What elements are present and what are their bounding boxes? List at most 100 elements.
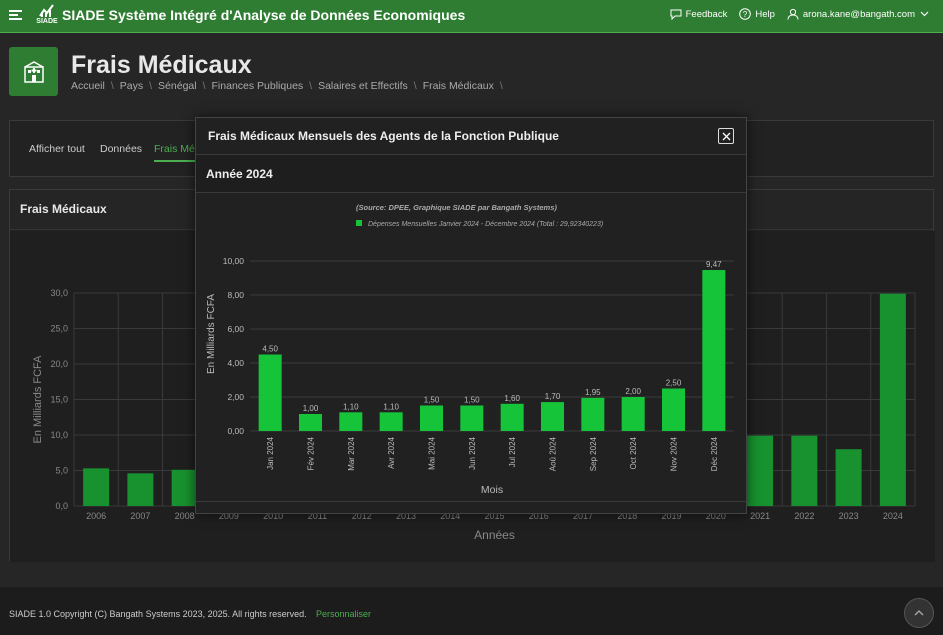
annual-bar xyxy=(835,449,862,506)
x-tick-label: 2012 xyxy=(352,511,372,521)
feedback-icon xyxy=(670,9,682,20)
monthly-bar xyxy=(662,388,685,431)
feedback-button[interactable]: Feedback xyxy=(670,8,728,20)
monthly-bar xyxy=(420,405,443,431)
modal-subtitle: Année 2024 xyxy=(206,167,273,181)
annual-bar xyxy=(83,468,110,506)
x-tick-label: 2021 xyxy=(750,511,770,521)
chart-source: (Source: DPEE, Graphique SIADE par Banga… xyxy=(356,203,557,212)
x-tick-label: Mai 2024 xyxy=(428,436,437,469)
monthly-bar xyxy=(581,397,605,431)
bar-value-label: 1,60 xyxy=(504,394,520,403)
breadcrumb-item-finances[interactable]: Finances Publiques xyxy=(211,80,304,92)
bar-value-label: 1,50 xyxy=(424,396,440,405)
x-tick-label: 2019 xyxy=(662,511,682,521)
modal-subheader: Année 2024 xyxy=(196,155,746,193)
scroll-top-button[interactable] xyxy=(904,598,934,628)
y-tick-label: 2,00 xyxy=(227,392,244,402)
monthly-bar xyxy=(621,397,645,431)
logo[interactable]: SIADE xyxy=(35,3,59,29)
logo-text: SIADE xyxy=(36,18,58,25)
user-email: arona.kane@bangath.com xyxy=(802,8,915,20)
breadcrumb-separator: \ xyxy=(149,80,153,92)
y-tick-label: 30,0 xyxy=(50,288,68,298)
x-tick-label: 2014 xyxy=(440,511,460,521)
x-tick-label: Avr 2024 xyxy=(387,436,396,468)
x-tick-label: Aoû 2024 xyxy=(549,436,558,471)
monthly-bar xyxy=(299,414,322,431)
annual-bar xyxy=(747,435,774,506)
x-tick-label: 2022 xyxy=(794,511,814,521)
y-tick-label: 6,00 xyxy=(227,324,244,334)
x-tick-label: Déc 2024 xyxy=(710,436,719,471)
page-title: Frais Médicaux xyxy=(71,51,252,79)
footer-copyright: SIADE 1.0 Copyright (C) Bangath Systems … xyxy=(9,609,307,619)
svg-text:?: ? xyxy=(743,10,748,19)
y-tick-label: 0,00 xyxy=(227,426,244,436)
x-tick-label: 2016 xyxy=(529,511,549,521)
chevron-down-icon xyxy=(920,11,929,17)
x-tick-label: 2024 xyxy=(883,511,903,521)
modal-title: Frais Médicaux Mensuels des Agents de la… xyxy=(208,129,559,143)
x-tick-label: 2010 xyxy=(263,511,283,521)
user-icon xyxy=(787,8,799,20)
x-tick-label: Oct 2024 xyxy=(629,436,638,469)
chevron-up-icon xyxy=(914,610,924,616)
breadcrumb-separator: \ xyxy=(413,80,417,92)
x-tick-label: Fév 2024 xyxy=(307,436,316,470)
x-tick-label: 2007 xyxy=(130,511,150,521)
breadcrumb: Accueil \ Pays \ Sénégal \ Finances Publiqu… xyxy=(71,80,509,92)
close-icon xyxy=(722,132,730,140)
y-tick-label: 10,0 xyxy=(50,430,68,440)
chart-legend: Dépenses Mensuelles Janvier 2024 - Décem… xyxy=(368,221,603,228)
annual-bar xyxy=(127,473,154,506)
y-tick-label: 8,00 xyxy=(227,290,244,300)
x-axis-label: Années xyxy=(474,528,515,542)
x-tick-label: Mar 2024 xyxy=(347,436,356,470)
monthly-bar xyxy=(702,270,726,431)
breadcrumb-item-pays[interactable]: Pays xyxy=(119,80,144,92)
breadcrumb-item-salaires[interactable]: Salaires et Effectifs xyxy=(318,80,408,92)
x-tick-label: 2023 xyxy=(839,511,859,521)
help-label: Help xyxy=(755,8,775,20)
monthly-bar xyxy=(541,402,564,431)
top-bar: SIADE SIADE Système Intégré d'Analyse de… xyxy=(0,0,943,33)
menu-icon[interactable] xyxy=(9,10,22,21)
bar-value-label: 2,00 xyxy=(625,387,641,396)
bar-value-label: 1,70 xyxy=(545,392,561,401)
x-tick-label: 2008 xyxy=(175,511,195,521)
modal-header: Frais Médicaux Mensuels des Agents de la… xyxy=(196,118,746,155)
x-tick-label: Jul 2024 xyxy=(508,436,517,467)
help-button[interactable]: ? Help xyxy=(739,8,775,20)
monthly-bar xyxy=(500,403,524,431)
customize-link[interactable]: Personnaliser xyxy=(316,609,372,619)
y-axis-label: En Milliards FCFA xyxy=(32,355,44,444)
tab-afficher-tout[interactable]: Afficher tout xyxy=(29,143,85,155)
footer: SIADE 1.0 Copyright (C) Bangath Systems … xyxy=(0,587,943,635)
tab-frais-medicaux[interactable]: Frais Mé xyxy=(154,143,195,162)
monthly-bar xyxy=(339,412,363,431)
x-axis-label: Mois xyxy=(481,484,503,496)
x-tick-label: 2013 xyxy=(396,511,416,521)
app-title: SIADE Système Intégré d'Analyse de Donné… xyxy=(62,7,466,23)
tab-donnees[interactable]: Données xyxy=(100,143,143,155)
monthly-bar xyxy=(379,412,403,431)
modal-divider xyxy=(196,501,746,502)
y-tick-label: 5,0 xyxy=(55,466,68,476)
x-tick-label: 2018 xyxy=(617,511,637,521)
breadcrumb-item-frais[interactable]: Frais Médicaux xyxy=(422,80,494,92)
bar-value-label: 1,00 xyxy=(303,404,319,413)
y-tick-label: 15,0 xyxy=(50,395,68,405)
x-tick-label: Sep 2024 xyxy=(589,436,598,471)
breadcrumb-item-senegal[interactable]: Sénégal xyxy=(158,80,197,92)
bar-value-label: 9,47 xyxy=(706,260,722,269)
y-tick-label: 20,0 xyxy=(50,359,68,369)
annual-bar xyxy=(879,293,906,506)
breadcrumb-separator: \ xyxy=(309,80,313,92)
feedback-label: Feedback xyxy=(685,8,728,20)
close-button[interactable] xyxy=(718,128,734,144)
plot-background xyxy=(196,194,746,500)
user-menu[interactable]: arona.kane@bangath.com xyxy=(787,8,933,20)
breadcrumb-item-accueil[interactable]: Accueil xyxy=(71,80,105,92)
x-tick-label: 2017 xyxy=(573,511,593,521)
